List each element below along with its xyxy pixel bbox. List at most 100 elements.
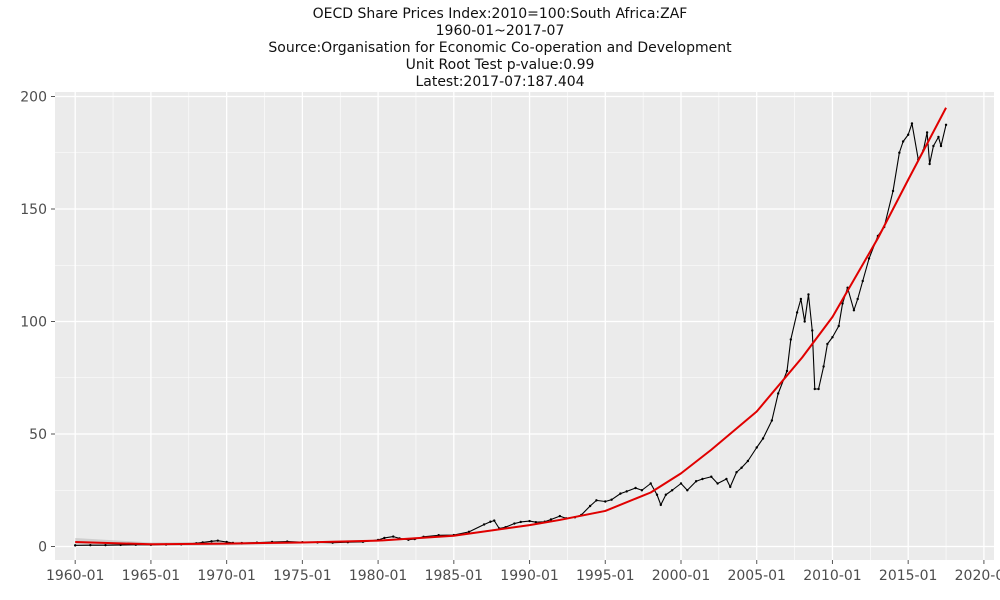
series-point <box>925 131 929 134</box>
y-tick-label: 50 <box>29 427 47 443</box>
series-point <box>467 530 471 534</box>
x-tick-label: 1985-01 <box>425 568 484 584</box>
series-point <box>670 489 674 492</box>
x-tick-label: 1965-01 <box>122 568 181 584</box>
series-point <box>795 311 799 314</box>
series-point <box>659 503 663 507</box>
series-point <box>891 189 895 193</box>
series-point <box>831 336 834 339</box>
series-point <box>826 342 829 346</box>
series-point <box>861 279 864 283</box>
series-point <box>725 477 728 481</box>
series-point <box>906 133 910 136</box>
series-point <box>910 122 914 125</box>
series-point <box>939 144 943 148</box>
series-point <box>776 392 780 395</box>
series-point <box>740 466 743 469</box>
series-point <box>856 297 859 301</box>
series-point <box>73 544 77 547</box>
series-point <box>710 475 713 478</box>
y-tick-label: 150 <box>20 202 47 218</box>
series-point <box>746 459 750 463</box>
x-tick-label: 1990-01 <box>500 568 559 584</box>
x-tick-label: 1995-01 <box>576 568 635 584</box>
series-point <box>841 302 844 305</box>
chart-subtitle-source: Source:Organisation for Economic Co-oper… <box>268 40 732 56</box>
series-point <box>755 446 758 449</box>
series-point <box>634 486 637 490</box>
series-point <box>493 519 496 522</box>
series-point <box>595 499 598 502</box>
series-point <box>679 482 683 485</box>
chart-subtitle-unit-root: Unit Root Test p-value:0.99 <box>405 57 595 73</box>
x-tick-label: 2020-01 <box>955 568 1000 584</box>
series-point <box>489 520 492 523</box>
series-point <box>534 521 538 524</box>
x-tick-label: 1960-01 <box>46 568 105 584</box>
series-point <box>686 489 689 492</box>
series-point <box>729 485 732 489</box>
series-point <box>210 540 213 543</box>
panel-background <box>55 92 994 560</box>
series-point <box>625 490 628 493</box>
series-point <box>807 293 810 296</box>
series-point <box>104 543 107 547</box>
series-point <box>513 522 516 525</box>
x-tick-label: 2000-01 <box>652 568 711 584</box>
series-point <box>770 419 774 422</box>
x-tick-label: 1970-01 <box>197 568 256 584</box>
series-point <box>701 477 704 481</box>
series-point <box>519 520 522 524</box>
series-point <box>640 489 644 492</box>
series-point <box>482 523 486 526</box>
series-point <box>932 144 935 148</box>
series-point <box>944 123 948 127</box>
series-point <box>89 543 92 547</box>
series-point <box>735 471 738 474</box>
x-tick-label: 1975-01 <box>273 568 332 584</box>
series-point <box>649 482 652 485</box>
chart-subtitle-latest: Latest:2017-07:187.404 <box>415 74 585 90</box>
series-point <box>937 135 940 139</box>
series-point <box>817 387 820 391</box>
x-tick-label: 2005-01 <box>727 568 786 584</box>
series-point <box>811 329 814 332</box>
chart-title: OECD Share Prices Index:2010=100:South A… <box>312 6 688 22</box>
series-point <box>822 365 825 368</box>
series-point <box>549 518 553 521</box>
series-point <box>610 498 613 501</box>
chart-subtitle-period: 1960-01~2017-07 <box>435 23 565 39</box>
series-point <box>789 338 793 341</box>
x-tick-label: 2015-01 <box>879 568 938 584</box>
series-point <box>852 309 856 312</box>
series-point <box>803 320 806 323</box>
series-point <box>837 324 840 328</box>
series-point <box>901 140 905 143</box>
series-point <box>785 369 789 373</box>
series-point <box>604 500 607 503</box>
series-point <box>694 480 698 483</box>
series-point <box>813 387 816 391</box>
y-tick-label: 0 <box>38 540 47 556</box>
series-point <box>898 151 901 154</box>
series-point <box>216 539 220 542</box>
series-point <box>761 437 765 440</box>
series-point <box>867 257 871 260</box>
series-point <box>558 514 562 518</box>
trend-line <box>75 107 947 546</box>
x-tick-label: 2010-01 <box>803 568 862 584</box>
series-point <box>799 297 803 301</box>
series-point <box>716 482 719 485</box>
x-tick-label: 1980-01 <box>349 568 408 584</box>
series-point <box>392 535 395 538</box>
series-point <box>664 493 668 496</box>
series-point <box>928 162 931 166</box>
series-point <box>383 536 386 540</box>
y-tick-label: 200 <box>20 90 47 106</box>
y-tick-label: 100 <box>20 315 47 331</box>
series-point <box>655 493 659 496</box>
series-point <box>619 492 622 495</box>
series-point <box>588 504 592 508</box>
